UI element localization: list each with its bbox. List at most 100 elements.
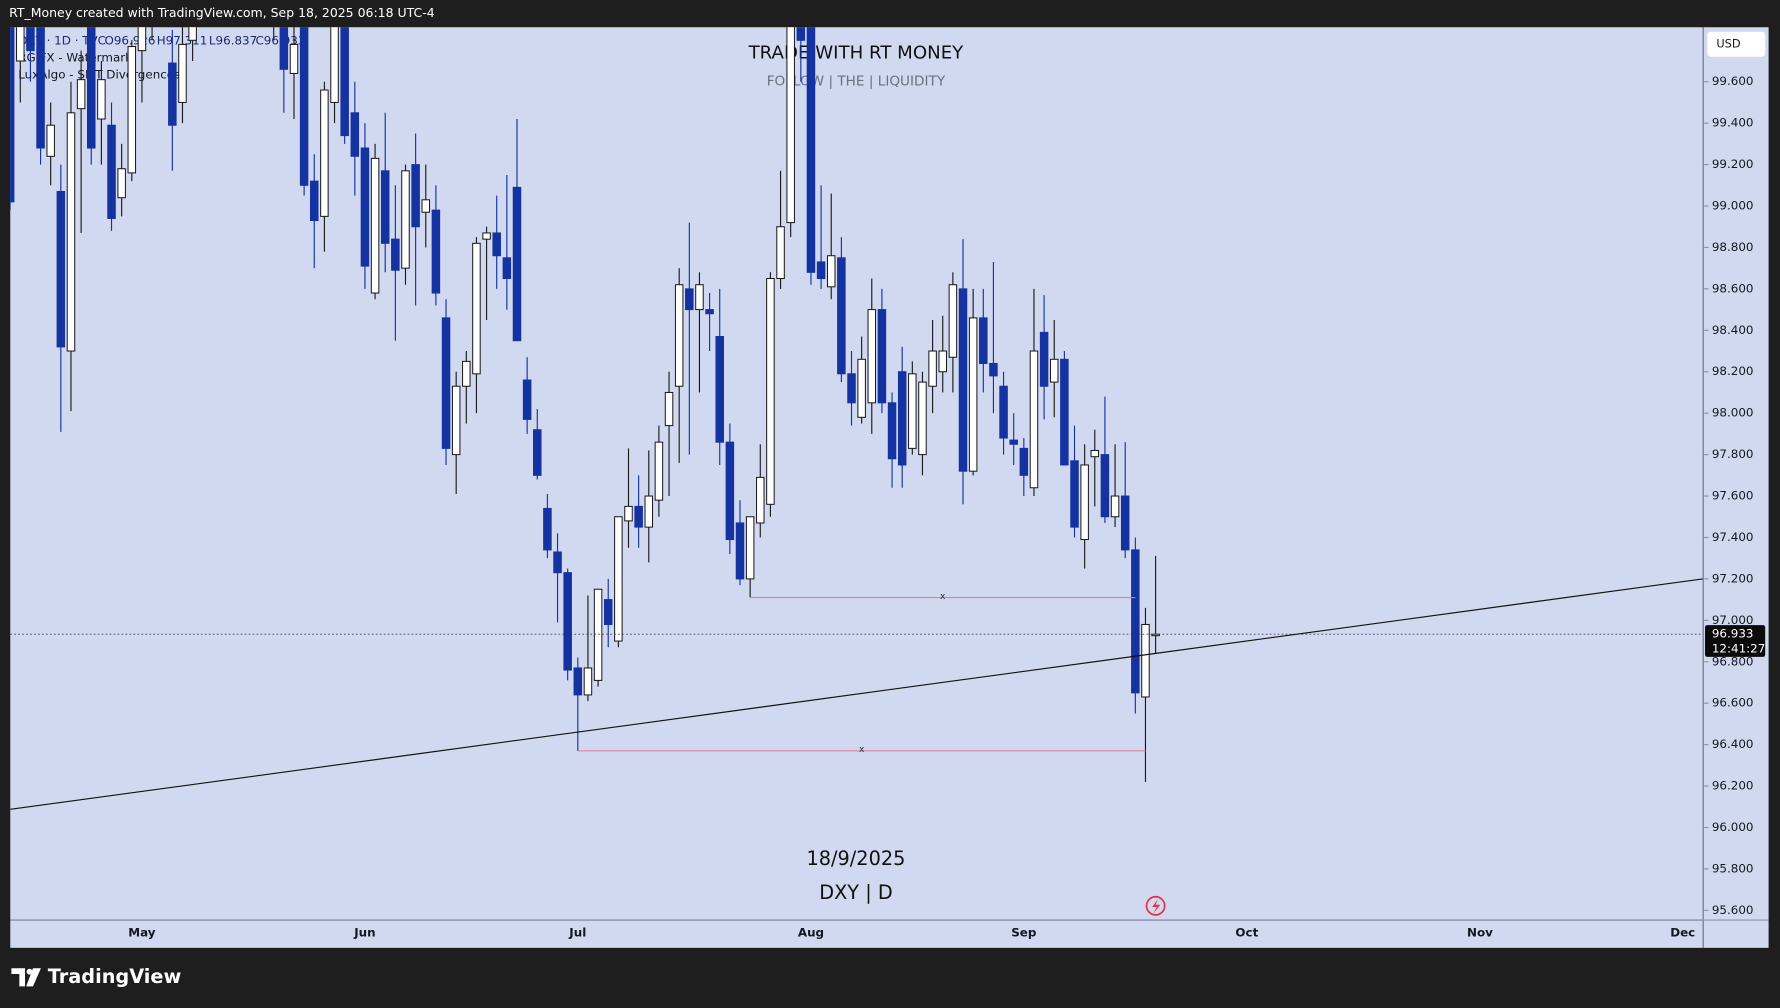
x-tick-label: Jul bbox=[568, 926, 586, 940]
candle-body bbox=[370, 157, 380, 294]
currency: USD bbox=[1716, 36, 1741, 50]
candle-body bbox=[705, 309, 714, 315]
alert-icon-bolt bbox=[1152, 899, 1161, 914]
candle-body bbox=[908, 373, 917, 449]
candle-body bbox=[66, 112, 76, 352]
candle-body bbox=[857, 358, 866, 418]
candle-body bbox=[1070, 460, 1079, 528]
candle-body bbox=[421, 199, 431, 213]
candle-body bbox=[1141, 623, 1150, 698]
candle-body bbox=[725, 441, 735, 541]
candle-body bbox=[958, 288, 968, 472]
y-tick-label: 98.800 bbox=[1712, 240, 1754, 254]
candle-body bbox=[1060, 358, 1069, 466]
candle-body bbox=[745, 516, 755, 580]
candle-body bbox=[36, 27, 45, 149]
candle-body bbox=[512, 186, 522, 342]
candle-body bbox=[360, 147, 370, 267]
candle-body bbox=[279, 27, 289, 70]
candle-body bbox=[451, 385, 461, 456]
x-tick-label: Sep bbox=[1011, 926, 1036, 940]
candle-body bbox=[289, 43, 299, 74]
currency-box[interactable] bbox=[1707, 31, 1766, 57]
y-tick-label: 99.400 bbox=[1712, 116, 1754, 130]
candle-body bbox=[826, 255, 836, 288]
y-tick-label: 97.000 bbox=[1712, 613, 1754, 627]
candle-body bbox=[715, 336, 724, 443]
x-tick-label: Aug bbox=[798, 926, 824, 940]
legend-open: O96.926 bbox=[104, 33, 155, 47]
candle-body bbox=[634, 505, 643, 528]
brand: TradingView bbox=[48, 965, 182, 988]
y-tick-label: 99.000 bbox=[1712, 199, 1754, 213]
candle-body bbox=[411, 164, 420, 228]
legend-low: L96.837 bbox=[209, 33, 257, 47]
candle-body bbox=[603, 599, 613, 625]
candle-body bbox=[401, 170, 410, 269]
candle-body bbox=[543, 507, 552, 551]
candle-body bbox=[664, 391, 674, 427]
candle-body bbox=[10, 27, 15, 203]
candle-body bbox=[563, 572, 572, 671]
x-tick-label: Dec bbox=[1670, 926, 1695, 940]
candle-body bbox=[1029, 350, 1039, 489]
candle-body bbox=[674, 284, 684, 387]
candle-body bbox=[695, 284, 704, 311]
candle-body bbox=[837, 257, 846, 375]
candle-body bbox=[583, 667, 593, 696]
candle-body bbox=[492, 232, 501, 257]
watermark-symbol: DXY | D bbox=[819, 881, 892, 904]
candle-body bbox=[462, 360, 471, 387]
candle-body bbox=[553, 551, 562, 574]
bar-countdown: 12:41:27 bbox=[1712, 641, 1765, 655]
candle-body bbox=[1110, 495, 1120, 518]
candle-body bbox=[948, 284, 958, 358]
candle-body bbox=[867, 309, 877, 404]
candle-body bbox=[1049, 358, 1059, 383]
x-tick-label: Oct bbox=[1235, 926, 1258, 940]
candle-body bbox=[1039, 331, 1049, 387]
y-tick-label: 99.200 bbox=[1712, 157, 1754, 171]
candle-body bbox=[107, 124, 116, 219]
candle-body bbox=[299, 27, 309, 186]
candle-body bbox=[624, 505, 633, 522]
candle-body bbox=[127, 45, 137, 174]
candle-body bbox=[533, 429, 542, 476]
candle-body bbox=[644, 495, 654, 528]
legend-indicator: LuxAlgo - SMT Divergences bbox=[18, 67, 180, 81]
header-text: RT_Money created with TradingView.com, S… bbox=[9, 5, 435, 20]
time-axis bbox=[10, 920, 1703, 948]
candle-body bbox=[887, 402, 897, 460]
candle-body bbox=[1131, 549, 1140, 694]
trend-line bbox=[10, 578, 1703, 810]
alert-icon[interactable] bbox=[1145, 895, 1166, 916]
candle-body bbox=[482, 232, 491, 240]
candle-body bbox=[56, 191, 66, 348]
candle-body bbox=[320, 89, 329, 217]
candle-body bbox=[654, 441, 664, 501]
candle-body bbox=[522, 379, 532, 420]
candle-body bbox=[573, 667, 583, 696]
candle-body bbox=[502, 257, 512, 280]
candle-body bbox=[928, 350, 937, 387]
candle-body bbox=[441, 317, 451, 449]
x-tick-label: Nov bbox=[1467, 926, 1493, 940]
y-tick-label: 98.200 bbox=[1712, 364, 1754, 378]
x-tick-label: Jun bbox=[353, 926, 375, 940]
liquidity-label: x bbox=[859, 745, 865, 755]
candle-body bbox=[847, 373, 856, 404]
candle-body bbox=[97, 79, 106, 120]
candle-body bbox=[137, 27, 147, 52]
candle-body bbox=[46, 124, 55, 157]
candle-body bbox=[918, 381, 927, 456]
liquidity-label: x bbox=[940, 592, 946, 602]
candle-body bbox=[766, 278, 775, 505]
candle-body bbox=[756, 476, 765, 524]
y-tick-label: 97.400 bbox=[1712, 530, 1754, 544]
candle-body bbox=[76, 79, 86, 110]
last-price: 96.933 bbox=[1712, 627, 1754, 641]
candle-body bbox=[614, 516, 623, 642]
candle-body bbox=[979, 317, 988, 364]
candle-body bbox=[989, 362, 998, 377]
